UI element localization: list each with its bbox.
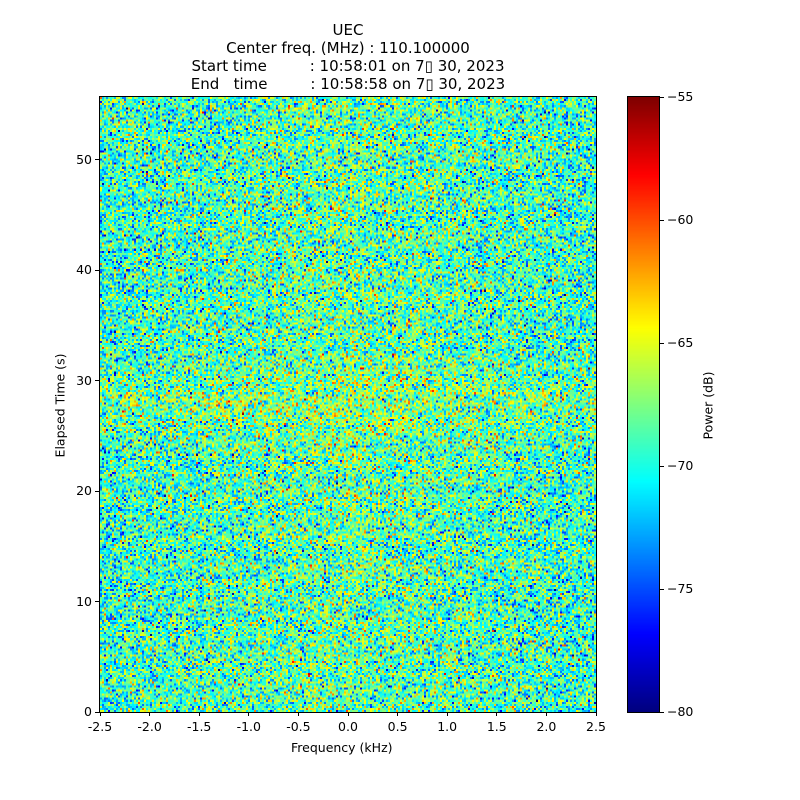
colorbar-frame [627, 96, 660, 713]
plot-frame [99, 96, 597, 713]
y-tick [95, 711, 99, 713]
title-line: Center freq. (MHz) : 110.100000 [226, 39, 470, 57]
colorbar-tick [660, 96, 664, 98]
x-tick [545, 712, 547, 716]
colorbar-tick-label: −60 [667, 212, 694, 227]
colorbar-tick-label: −80 [667, 704, 694, 719]
x-tick [99, 712, 101, 716]
colorbar-tick-label: −75 [667, 581, 694, 596]
colorbar-tick [660, 342, 664, 344]
x-tick-label: -2.5 [87, 719, 113, 734]
spectrogram-heatmap [100, 97, 596, 712]
x-tick-label: 0.0 [338, 719, 358, 734]
y-tick [95, 269, 99, 271]
x-tick [496, 712, 498, 716]
colorbar-tick [660, 588, 664, 590]
y-tick-label: 0 [84, 704, 92, 719]
colorbar-tick-label: −70 [667, 458, 694, 473]
x-tick-label: -0.5 [286, 719, 311, 734]
colorbar-tick [660, 465, 664, 467]
x-tick [347, 712, 349, 716]
title-line: Start time : 10:58:01 on 7▯ 30, 2023 [191, 57, 505, 75]
y-tick [95, 601, 99, 603]
x-tick-label: 1.0 [437, 719, 458, 734]
x-tick-label: 2.5 [586, 719, 606, 734]
x-tick-label: 2.0 [536, 719, 557, 734]
y-tick-label: 10 [76, 593, 92, 609]
x-tick [446, 712, 448, 716]
x-tick [149, 712, 151, 716]
title-line: UEC [332, 21, 364, 39]
y-tick-label: 50 [76, 151, 92, 167]
y-tick-label: 20 [76, 483, 92, 499]
y-tick [95, 159, 99, 161]
colorbar-tick [660, 219, 664, 221]
y-axis-label: Elapsed Time (s) [52, 353, 68, 458]
x-tick-label: -1.0 [236, 719, 261, 734]
y-tick-label: 30 [76, 372, 92, 388]
x-tick [248, 712, 250, 716]
x-tick [198, 712, 200, 716]
colorbar-tick [660, 711, 664, 713]
x-tick [297, 712, 299, 716]
x-tick [595, 712, 597, 716]
colorbar-tick-label: −65 [667, 335, 694, 350]
x-tick-label: -2.0 [137, 719, 162, 734]
x-tick-label: 0.5 [387, 719, 408, 734]
x-axis-label: Frequency (kHz) [291, 740, 393, 755]
y-tick [95, 380, 99, 382]
y-tick [95, 490, 99, 492]
colorbar-label: Power (dB) [700, 371, 716, 440]
spectrogram-plot [100, 97, 596, 712]
x-tick [397, 712, 399, 716]
colorbar [628, 97, 659, 712]
colorbar-tick-label: −55 [667, 89, 694, 104]
x-tick-label: -1.5 [186, 719, 212, 734]
y-tick-label: 40 [76, 262, 92, 278]
title-line: End time : 10:58:58 on 7▯ 30, 2023 [190, 75, 506, 93]
x-tick-label: 1.5 [486, 719, 507, 734]
